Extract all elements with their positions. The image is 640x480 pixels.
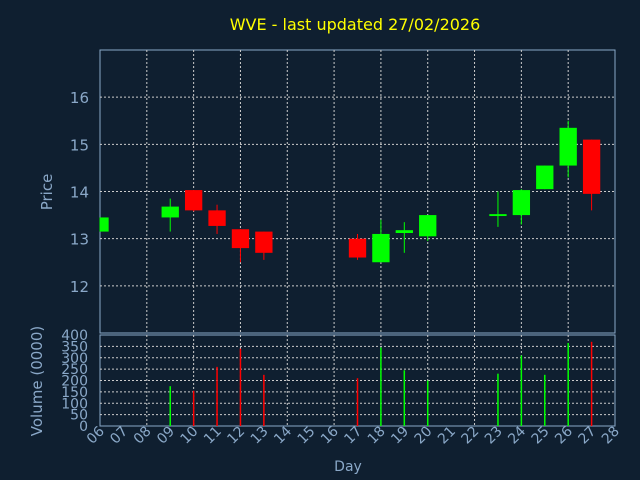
volume-tick-label: 350 (61, 339, 88, 355)
x-tick-label: 20 (412, 424, 436, 448)
x-tick-label: 26 (552, 423, 576, 447)
x-tick-label: 12 (224, 424, 248, 448)
price-tick-label: 13 (70, 231, 89, 249)
x-tick-label: 19 (388, 424, 412, 448)
x-tick-label: 13 (248, 424, 272, 448)
x-tick-label: 27 (575, 424, 599, 448)
x-tick-label: 14 (271, 423, 295, 447)
volume-bar (169, 386, 171, 426)
volume-tick-label: 250 (61, 362, 88, 378)
x-tick-label: 16 (318, 423, 342, 447)
x-tick-label: 07 (107, 424, 131, 448)
x-tick-label: 15 (295, 424, 319, 448)
volume-bar (567, 342, 569, 426)
price-panel: 12 13 14 15 16 Price (38, 49, 616, 334)
volume-bar (380, 347, 382, 426)
candle-body (559, 127, 577, 166)
candle-body (512, 190, 531, 216)
price-y-ticks: 12 13 14 15 16 (70, 89, 89, 296)
price-tick-label: 16 (70, 89, 89, 107)
volume-bars (169, 341, 593, 426)
x-tick-label: 28 (599, 424, 623, 448)
price-tick-label: 15 (70, 136, 89, 154)
candles (99, 120, 601, 263)
volume-tick-label: 400 (61, 328, 88, 344)
candle-body (536, 165, 554, 190)
candle-body (489, 214, 507, 217)
volume-bar (239, 348, 242, 426)
x-tick-label: 25 (529, 424, 553, 448)
x-tick-label: 24 (505, 423, 529, 447)
price-tick-label: 12 (70, 278, 89, 296)
volume-bar (590, 341, 593, 426)
candle-body (582, 139, 601, 194)
volume-bar (216, 366, 218, 426)
volume-tick-label: 0 (79, 419, 88, 435)
x-tick-label: 17 (341, 424, 365, 448)
volume-tick-label: 300 (61, 351, 88, 367)
volume-bar (426, 380, 429, 426)
volume-bar (403, 370, 406, 426)
volume-bar (520, 355, 523, 426)
x-tick-label: 22 (458, 424, 482, 448)
x-tick-label: 23 (482, 424, 506, 448)
volume-tick-label: 100 (61, 396, 88, 412)
x-tick-label: 10 (178, 424, 202, 448)
candle-body (395, 230, 413, 234)
x-tick-label: 21 (435, 424, 459, 448)
volume-tick-label: 150 (61, 385, 88, 401)
candle-body (100, 217, 109, 232)
candle-body (372, 233, 390, 263)
volume-tick-label: 50 (70, 408, 88, 424)
candle-body (161, 206, 179, 218)
x-tick-labels: 06 07 08 09 10 11 12 13 14 15 16 17 18 19 20 21 22 23 24 25… (84, 423, 623, 447)
volume-tick-label: 200 (61, 374, 88, 390)
x-tick-label: 09 (154, 424, 178, 448)
candle-body (231, 229, 250, 249)
volume-bar (497, 373, 499, 426)
candle-body (184, 190, 203, 211)
candle-body (255, 231, 273, 253)
price-axis-label: Price (38, 174, 56, 211)
volume-bar (356, 378, 359, 426)
x-tick-label: 18 (365, 424, 389, 448)
x-axis-label: Day (334, 459, 362, 475)
volume-bar (544, 374, 546, 426)
candle-body (208, 210, 226, 226)
candle-body (348, 238, 367, 258)
volume-axis-label: Volume (0000) (28, 326, 46, 436)
x-tick-label: 08 (131, 424, 155, 448)
price-tick-label: 14 (70, 184, 89, 202)
volume-bar (192, 390, 195, 426)
volume-bar (263, 374, 265, 426)
chart-title: WVE - last updated 27/02/2026 (230, 15, 481, 34)
x-tick-label: 11 (201, 424, 225, 448)
candle-body (419, 215, 437, 237)
